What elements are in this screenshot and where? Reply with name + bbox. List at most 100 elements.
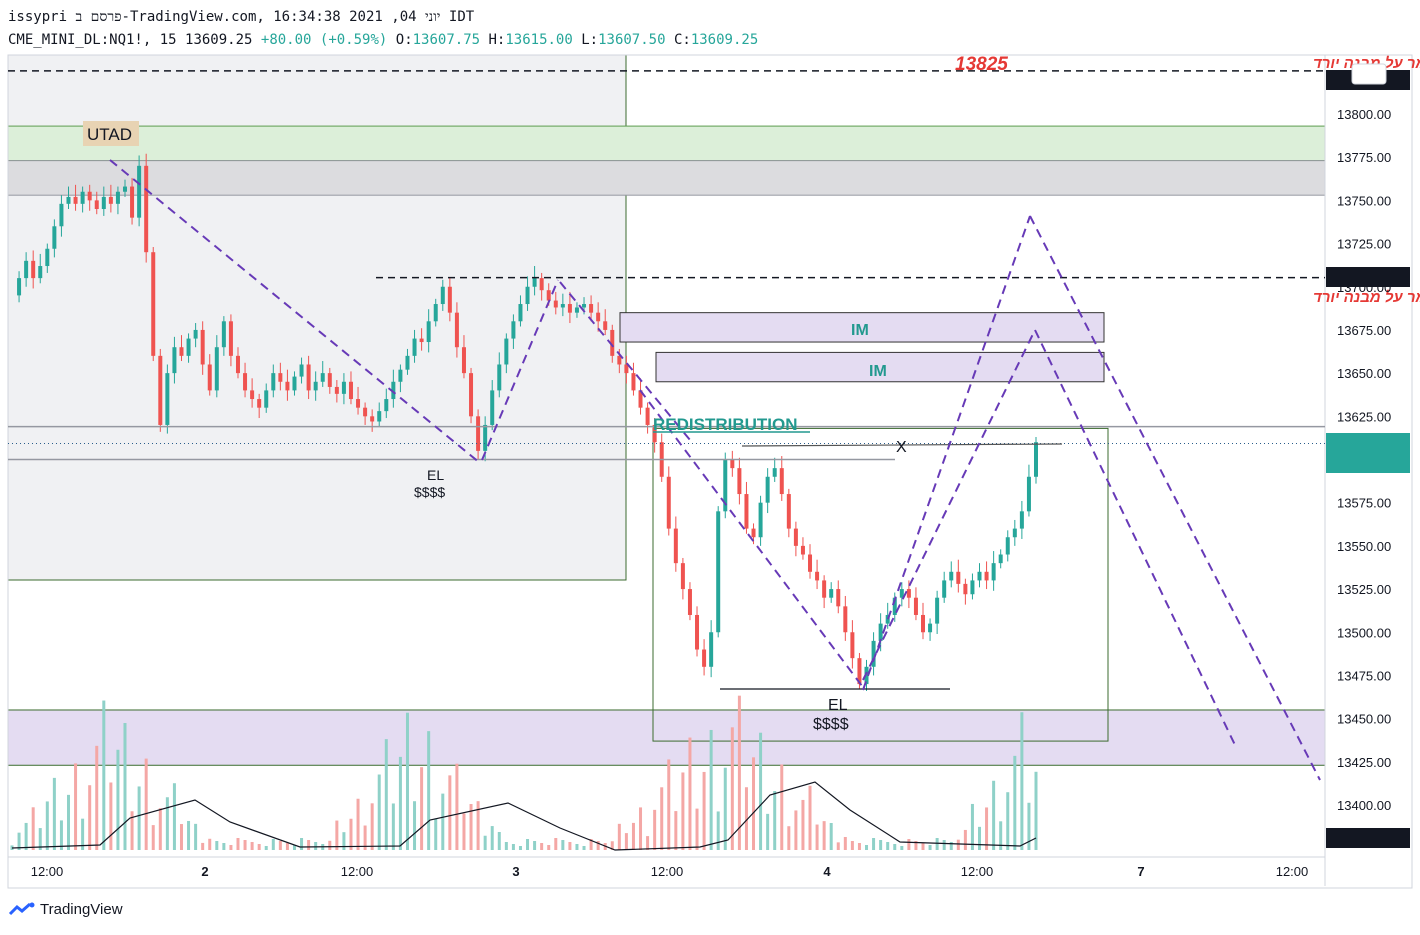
candle-body [257, 399, 262, 408]
candle-body [892, 597, 897, 615]
candle-body [546, 290, 551, 301]
time-tick: 12:00 [1276, 864, 1309, 879]
candle-body [638, 390, 643, 408]
candle-body [193, 329, 198, 339]
candle-body [878, 623, 883, 641]
candle-body [264, 390, 269, 408]
price-tick: 13650.00 [1337, 366, 1391, 381]
chart-frame [7, 54, 1413, 889]
annotation-x: X [896, 439, 907, 456]
volume-bar [589, 839, 593, 850]
zone-im-1 [619, 312, 1105, 343]
candle-body [243, 373, 248, 391]
volume-bar [695, 808, 699, 850]
candle-body [165, 373, 170, 425]
volume-bar [526, 839, 530, 850]
candle-body [744, 494, 749, 529]
publish-info: issypri פרסם ב-TradingView.com, יוני 04,… [8, 9, 475, 25]
price-tick: 13800.00 [1337, 107, 1391, 122]
volume-bar [723, 767, 727, 850]
candle-body [327, 373, 332, 387]
volume-bar [88, 785, 92, 850]
volume-bar [370, 803, 374, 850]
candle-body [765, 476, 770, 503]
tradingview-logo[interactable]: TradingView [8, 901, 123, 918]
candle-body [419, 338, 424, 343]
volume-bar [865, 845, 869, 850]
candle-body [864, 666, 869, 685]
candle-body [730, 459, 735, 469]
volume-bar [187, 820, 191, 850]
candle-body [539, 278, 544, 291]
candle-body [723, 459, 728, 512]
candle-body [384, 399, 389, 412]
volume-bar [660, 787, 664, 850]
volume-bar [158, 808, 162, 850]
candle-body [786, 494, 791, 529]
volume-bar [624, 833, 628, 850]
volume-bar [215, 841, 219, 850]
candle-body [800, 545, 805, 555]
volume-bar [116, 749, 120, 850]
redistribution-box [652, 427, 1109, 742]
trendline-5 [862, 215, 1031, 691]
candle-body [1034, 442, 1038, 477]
candle-body [115, 191, 120, 204]
zone-im-2 [655, 351, 1105, 383]
close-value: 13609.25 [690, 32, 759, 48]
volume-bar [300, 838, 304, 850]
volume-bar [462, 813, 466, 850]
volume-bar [646, 836, 650, 850]
candle-body [483, 424, 488, 451]
volume-bar [582, 846, 586, 850]
candle-body [1005, 537, 1010, 555]
trendline-2 [481, 279, 559, 461]
candle-body [567, 304, 572, 313]
volume-bar [568, 842, 572, 850]
candle-body [207, 364, 212, 391]
volume-bar [554, 838, 558, 850]
annotation-high-value: 13825 [955, 54, 1008, 75]
volume-bar [617, 823, 621, 850]
candle-body [186, 338, 191, 356]
candle-body [949, 571, 954, 581]
volume-bar [561, 840, 565, 850]
candle-body [341, 381, 346, 394]
volume-bar [872, 838, 876, 850]
candle-body [433, 304, 438, 322]
candle-body [426, 321, 431, 343]
candle-body [1019, 511, 1024, 529]
volume-bar [928, 845, 932, 850]
price-tick: 13775.00 [1337, 150, 1391, 165]
candle-body [151, 252, 156, 356]
volume-bar [469, 804, 473, 850]
price-tick: 13400.00 [1337, 798, 1391, 813]
price-tick: 13475.00 [1337, 668, 1391, 683]
annotation-im-2: IM [869, 363, 887, 380]
volume-bar [1020, 712, 1024, 850]
volume-bar [716, 811, 720, 850]
volume-bar [575, 844, 579, 850]
candle-body [235, 355, 240, 374]
volume-bar [688, 737, 692, 850]
volume-bar [74, 763, 78, 850]
candle-body [553, 300, 558, 308]
volume-bar [328, 840, 332, 850]
volume-bar [893, 844, 897, 850]
candle-body [271, 373, 276, 391]
zone-upper-green [7, 125, 1326, 162]
tradingview-brand: TradingView [40, 901, 123, 918]
trendline-4 [639, 389, 866, 691]
volume-bar [504, 842, 508, 850]
open-label: O: [395, 32, 413, 48]
volume-badge-bg [1326, 828, 1410, 848]
volume-layer [10, 695, 1038, 851]
candle-body [405, 355, 410, 370]
candle-body [221, 321, 226, 348]
utad-bg [83, 121, 139, 146]
candle-body [808, 554, 813, 572]
volume-bar [278, 841, 282, 850]
symbol-name[interactable]: CME_MINI_DL:NQ1!, 15 [8, 32, 177, 48]
price-tick: 13425.00 [1337, 755, 1391, 770]
